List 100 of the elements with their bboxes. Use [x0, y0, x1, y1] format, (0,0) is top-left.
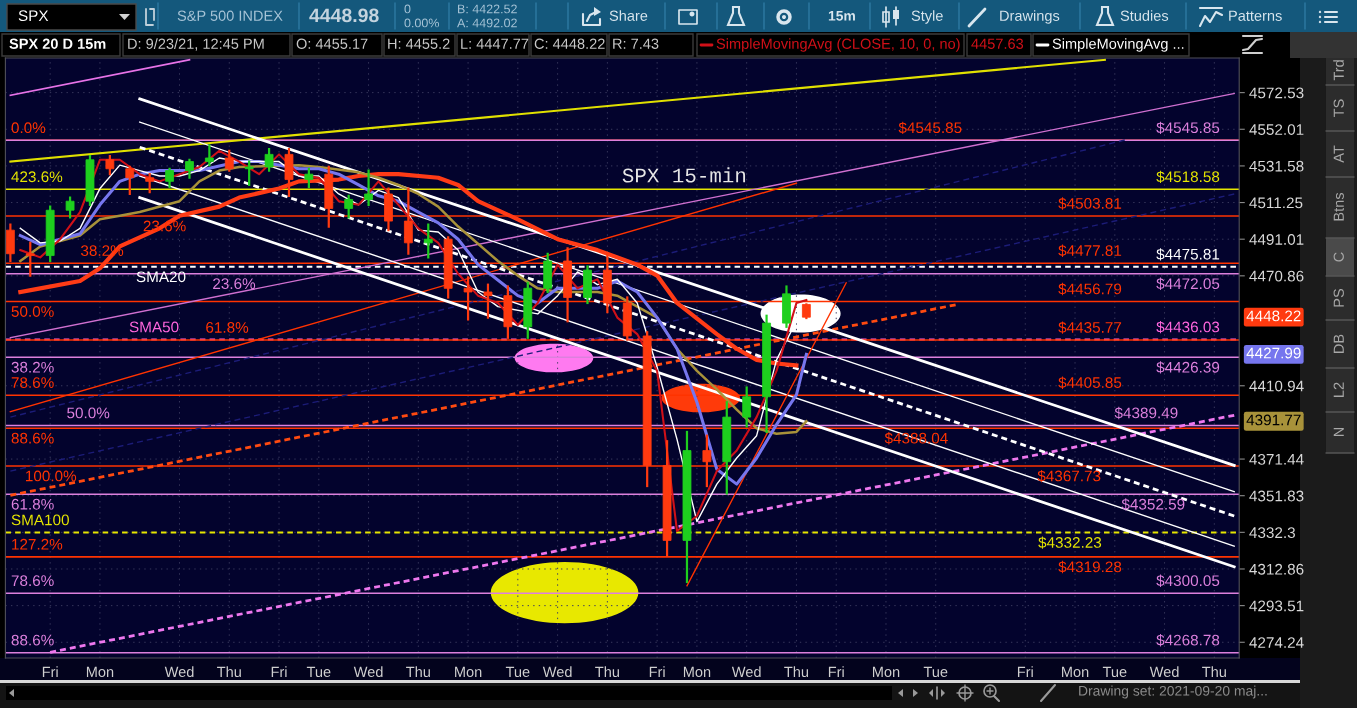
ref-line-label: $4456.79 [1058, 282, 1122, 296]
annotation: 61.8% [11, 498, 54, 510]
ref-line-label: $4319.28 [1058, 560, 1122, 574]
y-tick-label: 4511.25 [1249, 197, 1303, 209]
annotation: 50.0% [67, 407, 110, 419]
ref-line-label: $4435.77 [1058, 321, 1122, 334]
x-tick-label: Wed [1149, 666, 1179, 678]
ref-line-label: $4545.85 [1156, 121, 1220, 135]
ref-line-label: $4426.39 [1156, 361, 1220, 374]
text: 4457.63 [971, 38, 1024, 49]
text: O: 4455.17 [296, 38, 368, 49]
text: 4427.99 [1246, 347, 1301, 359]
text: Share [609, 10, 648, 21]
annotation: 23.6% [213, 278, 256, 290]
text: Drawings [1000, 10, 1060, 24]
x-tick-label: Wed [542, 666, 572, 678]
text: 4448.22 [1246, 310, 1301, 322]
text: SPX 20 D 15m [9, 38, 106, 49]
text: B: 4422.52 [458, 4, 517, 14]
text: N [1333, 427, 1344, 437]
text: AT [1333, 145, 1344, 163]
x-tick-label: Mon [683, 666, 711, 678]
ref-line-label: $4352.59 [1121, 498, 1185, 511]
text: DB [1333, 334, 1344, 353]
text: L: 4447.77 [461, 38, 529, 49]
legend-label: SimpleMovingAvg ... [1052, 38, 1184, 52]
x-tick-label: Thu [595, 666, 619, 678]
annotation: 88.6% [11, 634, 54, 646]
text: Patterns [1229, 10, 1282, 21]
ref-line-label: $4405.85 [1058, 376, 1122, 389]
annotation: 0.0% [11, 122, 46, 134]
y-tick-label: 4351.83 [1249, 490, 1304, 502]
x-tick-label: Wed [164, 666, 194, 678]
text: C: 4448.22 [534, 38, 605, 49]
ref-line-label: $4472.05 [1156, 277, 1220, 290]
y-tick-label: 4470.86 [1249, 270, 1304, 282]
annotation: 88.6% [11, 432, 54, 444]
x-tick-label: Mon [86, 666, 114, 678]
y-tick-label: 4332.3 [1249, 527, 1295, 539]
ref-line-label: $4436.03 [1156, 320, 1220, 334]
text: SPX 15-min [622, 167, 746, 183]
ref-line-label: $4332.23 [1038, 536, 1102, 549]
text: Trd [1333, 60, 1344, 81]
text: L2 [1333, 382, 1344, 397]
annotation: SMA20 [136, 271, 186, 283]
annotation: 78.6% [11, 377, 54, 388]
ref-line-label: $4475.81 [1156, 248, 1220, 261]
text: 0.00% [404, 18, 439, 28]
x-tick-label: Wed [353, 666, 383, 678]
x-tick-label: Thu [217, 666, 241, 678]
annotation: 50.0% [11, 306, 54, 317]
x-tick-label: Fri [42, 666, 58, 677]
x-tick-label: Thu [406, 666, 430, 678]
annotation: SMA100 [11, 514, 69, 526]
text: R: 7.43 [613, 38, 659, 49]
x-tick-label: Tue [306, 666, 331, 678]
ref-line-label: $4389.49 [1114, 406, 1178, 420]
ref-line-label: $4268.78 [1156, 634, 1220, 647]
x-tick-label: Thu [784, 666, 809, 678]
x-tick-label: Tue [505, 666, 530, 678]
legend-label: SimpleMovingAvg (CLOSE, 10, 0, no) [716, 38, 960, 52]
text: Btns [1333, 192, 1344, 221]
annotation: 78.6% [11, 575, 54, 587]
ref-line-label: $4545.85 [898, 121, 962, 135]
text: H: 4455.2 [388, 38, 450, 49]
y-tick-label: 4410.94 [1249, 380, 1304, 392]
text: 0 [404, 4, 411, 14]
annotation: 423.6% [11, 171, 63, 183]
annotation: 61.8% [206, 322, 249, 333]
x-tick-label: Wed [731, 666, 761, 678]
x-tick-label: Mon [455, 666, 482, 678]
text: Style [911, 10, 943, 24]
y-tick-label: 4274.24 [1249, 637, 1304, 648]
text: Drawing set: 2021-09-20 maj... [1079, 685, 1267, 699]
y-tick-label: 4293.51 [1249, 600, 1304, 612]
annotation: 127.2% [12, 538, 63, 550]
text: S&P 500 INDEX [177, 10, 283, 21]
ref-line-label: $4300.05 [1156, 574, 1220, 587]
text: D: 9/23/21, 12:45 PM [128, 38, 264, 51]
annotation: 100.0% [26, 470, 77, 482]
text: PS [1333, 288, 1344, 307]
annotation: SMA50 [129, 321, 179, 333]
y-tick-label: 4491.01 [1249, 234, 1304, 245]
y-tick-label: 4371.44 [1249, 453, 1304, 465]
text: 15m [828, 11, 855, 21]
text: 4391.77 [1246, 414, 1301, 426]
ref-line-label: $4367.73 [1037, 469, 1101, 483]
x-tick-label: Fri [828, 666, 844, 677]
x-tick-label: Tue [1102, 666, 1127, 678]
x-tick-label: Thu [1202, 666, 1226, 678]
y-tick-label: 4572.53 [1249, 87, 1304, 99]
x-tick-label: Fri [1017, 666, 1033, 677]
ref-line-label: $4503.81 [1058, 197, 1122, 210]
x-tick-label: Mon [872, 666, 900, 678]
text: 4448.98 [309, 8, 379, 23]
x-tick-label: Tue [923, 666, 948, 678]
ref-line-label: $4518.58 [1156, 170, 1220, 184]
x-tick-label: Mon [1062, 666, 1089, 678]
annotation: 38.2% [11, 361, 54, 373]
text: A: 4492.02 [457, 18, 517, 28]
